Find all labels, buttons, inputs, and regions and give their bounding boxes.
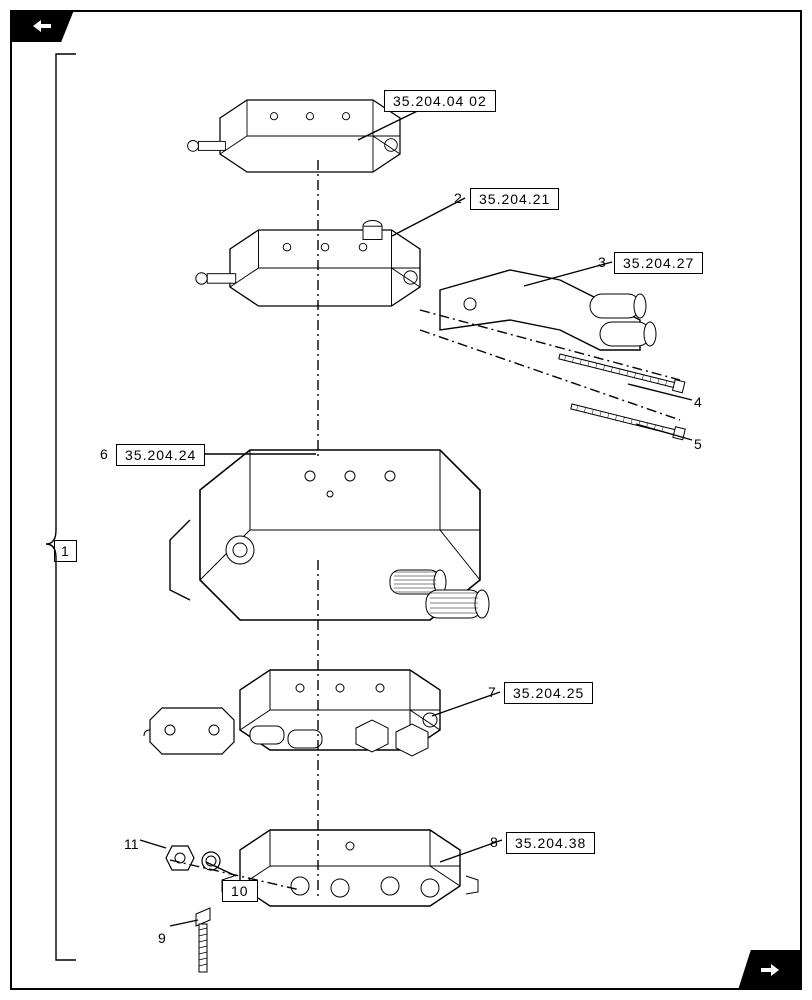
ref-num-7: 7 xyxy=(488,684,496,700)
forward-arrow-icon xyxy=(757,960,783,980)
return-arrow-icon xyxy=(29,16,55,36)
ref-num-4: 4 xyxy=(694,394,702,410)
callout-label-35-204-04-02: 35.204.04 02 xyxy=(384,90,496,112)
overall-ref-num: 1 xyxy=(61,543,70,559)
callout-label-10: 10 xyxy=(222,880,258,902)
ref-num-11: 11 xyxy=(124,836,139,852)
ref-num-2: 2 xyxy=(454,190,462,206)
callout-label-35-204-27: 35.204.27 xyxy=(614,252,703,274)
ref-num-8: 8 xyxy=(490,834,498,850)
callout-label-35-204-24: 35.204.24 xyxy=(116,444,205,466)
ref-num-6: 6 xyxy=(100,446,108,462)
callout-label-35-204-38: 35.204.38 xyxy=(506,832,595,854)
ref-num-3: 3 xyxy=(598,254,606,270)
ref-num-9: 9 xyxy=(158,930,166,946)
callout-label-35-204-25: 35.204.25 xyxy=(504,682,593,704)
callout-label-35-204-21: 35.204.21 xyxy=(470,188,559,210)
overall-ref-box: 1 xyxy=(54,540,77,562)
ref-num-5: 5 xyxy=(694,436,702,452)
